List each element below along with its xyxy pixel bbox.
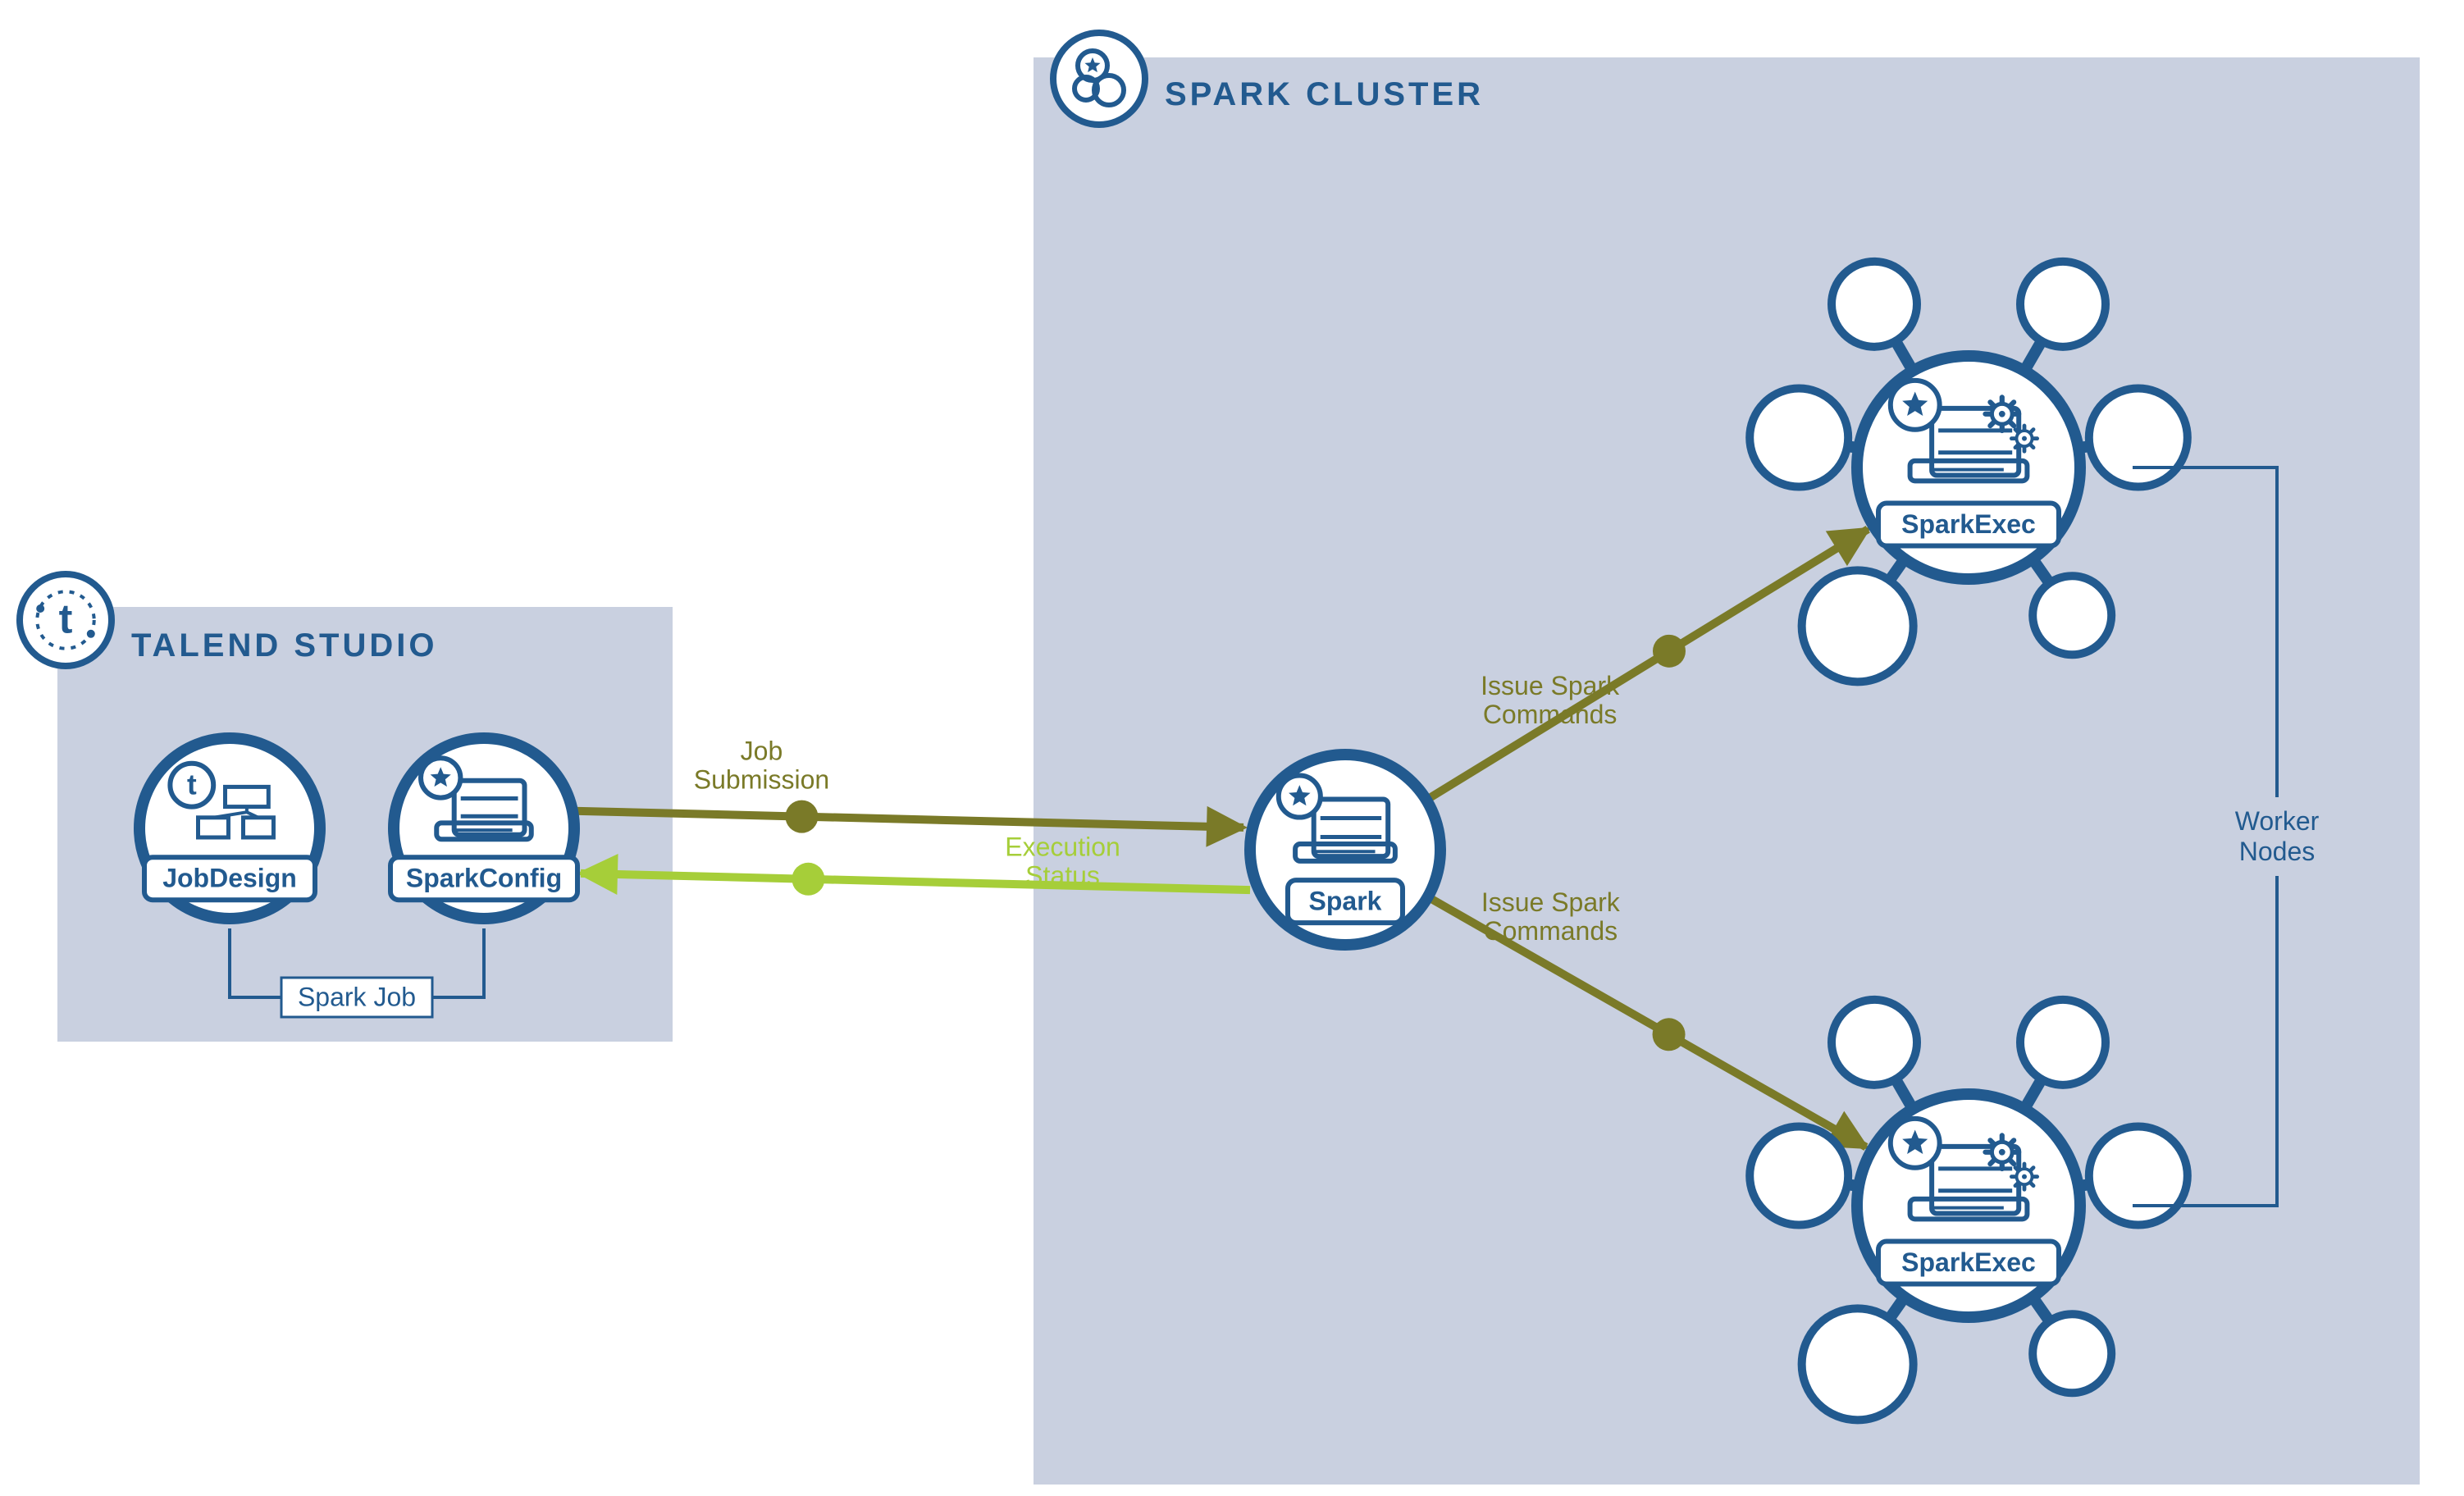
diagram-root: TALEND STUDIO t SPARK CLUSTER JobSubmission… [0, 0, 2464, 1496]
node-spark-config: SparkConfig [390, 738, 577, 919]
node-label-spark-exec-bottom: SparkExec [1901, 1247, 2036, 1277]
satellite-node [2089, 389, 2188, 487]
node-job-design: t JobDesign [139, 738, 320, 919]
satellite-node [1802, 1308, 1914, 1420]
region-title-talend-studio: TALEND STUDIO [131, 627, 437, 664]
t-logo-icon: t [59, 595, 73, 641]
satellite-node [1802, 570, 1914, 682]
node-label-job-design: JobDesign [162, 864, 297, 893]
satellite-node [1832, 1000, 1917, 1085]
region-title-spark-cluster: SPARK CLUSTER [1165, 76, 1484, 112]
satellite-node [1832, 262, 1917, 347]
node-label-spark: Spark [1309, 887, 1382, 916]
satellite-node [2089, 1127, 2188, 1225]
node-spark: Spark [1250, 755, 1440, 945]
edge-label-issue-cmds-bottom: Issue SparkCommands [1481, 887, 1621, 946]
region-spark-cluster: SPARK CLUSTER [1034, 33, 2420, 1485]
edge-label-job-submission: JobSubmission [694, 736, 829, 794]
svg-text:t: t [187, 769, 197, 800]
edge-label-issue-cmds-top: Issue SparkCommands [1481, 671, 1620, 729]
bracket-label-spark-job: Spark Job [298, 982, 416, 1011]
satellite-node [1750, 389, 1848, 487]
edge-dot-job-submission [785, 800, 818, 833]
satellite-node [2033, 576, 2111, 654]
node-label-spark-exec-top: SparkExec [1901, 509, 2036, 539]
region-badge-spark-cluster [1053, 33, 1145, 125]
edge-dot-issue-cmds-bottom [1653, 1018, 1686, 1051]
diagram-svg: TALEND STUDIO t SPARK CLUSTER JobSubmission… [0, 0, 2464, 1496]
satellite-node [2033, 1314, 2111, 1393]
satellite-node [2020, 1000, 2106, 1085]
satellite-node [2020, 262, 2106, 347]
node-label-spark-config: SparkConfig [406, 864, 562, 893]
satellite-node [1750, 1127, 1848, 1225]
edge-dot-execution-status [792, 863, 824, 896]
region-badge-talend-studio: t [20, 574, 112, 666]
bracket-label-worker-nodes: WorkerNodes [2235, 806, 2320, 866]
edge-dot-issue-cmds-top [1653, 635, 1686, 668]
